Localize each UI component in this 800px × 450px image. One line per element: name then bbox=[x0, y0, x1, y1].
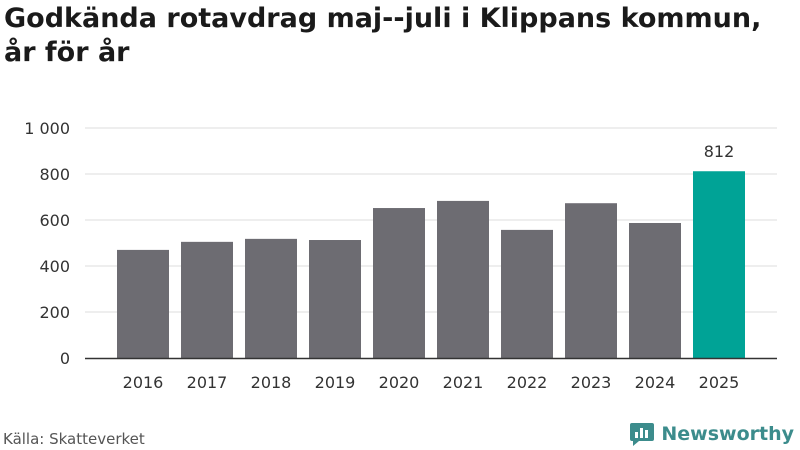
chart-title: Godkända rotavdrag maj--juli i Klippans … bbox=[4, 3, 762, 68]
bar-2023 bbox=[565, 203, 617, 358]
data-label-2025: 812 bbox=[704, 142, 735, 161]
bar-2020 bbox=[373, 208, 425, 358]
y-tick-label: 200 bbox=[39, 303, 70, 322]
bar-2022 bbox=[501, 229, 553, 358]
bar-2025 bbox=[693, 171, 745, 358]
y-tick-label: 400 bbox=[39, 257, 70, 276]
bar-2021 bbox=[437, 200, 489, 358]
y-tick-label: 1 000 bbox=[24, 119, 70, 138]
bar-2018 bbox=[245, 238, 297, 358]
x-tick-label: 2019 bbox=[315, 373, 356, 392]
bar-2024 bbox=[629, 222, 681, 358]
x-tick-label: 2022 bbox=[507, 373, 548, 392]
bars bbox=[117, 171, 745, 358]
newsworthy-logo-icon bbox=[630, 423, 655, 446]
data-labels: 812 bbox=[704, 142, 735, 161]
source-note: Källa: Skatteverket bbox=[3, 430, 145, 448]
y-tick-label: 800 bbox=[39, 165, 70, 184]
y-tick-label: 600 bbox=[39, 211, 70, 230]
x-tick-label: 2023 bbox=[571, 373, 612, 392]
bar-2019 bbox=[309, 240, 361, 358]
y-tick-label: 0 bbox=[60, 349, 70, 368]
bar-2017 bbox=[181, 241, 233, 358]
y-axis-tick-labels: 0 200 400 600 800 1 000 bbox=[24, 119, 70, 368]
bar-2016 bbox=[117, 249, 169, 358]
x-tick-label: 2020 bbox=[379, 373, 420, 392]
x-tick-label: 2024 bbox=[635, 373, 676, 392]
x-tick-label: 2018 bbox=[251, 373, 292, 392]
x-tick-label: 2017 bbox=[187, 373, 228, 392]
x-tick-label: 2025 bbox=[699, 373, 740, 392]
brand-logo: Newsworthy bbox=[629, 420, 794, 448]
brand-name: Newsworthy bbox=[661, 423, 794, 445]
x-axis-tick-labels: 2016 2017 2018 2019 2020 2021 2022 2023 2024 2025 bbox=[123, 373, 740, 392]
x-tick-label: 2016 bbox=[123, 373, 164, 392]
x-tick-label: 2021 bbox=[443, 373, 484, 392]
